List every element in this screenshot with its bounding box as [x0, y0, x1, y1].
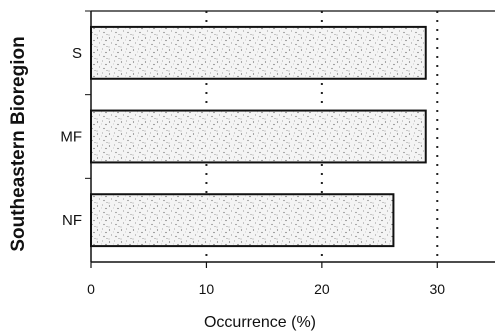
category-labels: S MF NF	[60, 45, 82, 229]
category-label-nf: NF	[62, 212, 82, 229]
x-tick-label-0: 0	[87, 281, 95, 297]
x-tick-labels: 0 10 20 30	[87, 262, 445, 297]
bar-s	[90, 25, 427, 80]
x-tick-label-1: 10	[199, 281, 215, 297]
axes	[85, 10, 495, 263]
bars	[90, 25, 427, 248]
x-tick-label-3: 30	[429, 281, 445, 297]
category-label-mf: MF	[60, 129, 82, 146]
y-axis-title: Southeastern Bioregion	[8, 36, 29, 251]
x-tick-label-2: 20	[314, 281, 330, 297]
x-axis-title: Occurrence (%)	[204, 314, 316, 331]
bar-mf	[90, 109, 427, 164]
category-label-s: S	[72, 45, 82, 62]
bar-nf	[90, 193, 395, 248]
